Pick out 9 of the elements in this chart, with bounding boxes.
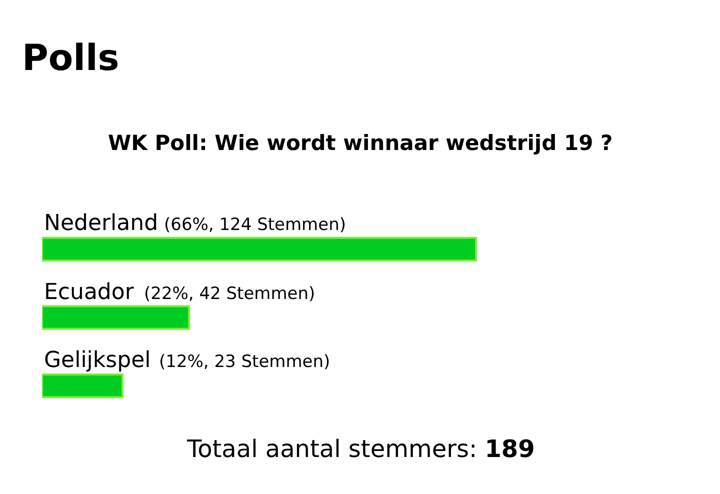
data-label: (12%, 23 Stemmen) [159,352,330,372]
y-tick-label: Nederland [44,211,158,236]
y-tick-label: Ecuador [44,280,135,305]
y-tick-label: Gelijkspel [44,348,151,373]
data-label: (66%, 124 Stemmen) [164,215,346,235]
text: Totaal aantal stemmers: 189 [186,435,535,463]
chart-subtitle: WK Poll: Wie wordt winnaar wedstrijd 19 ? [108,131,613,155]
chart-title: Polls [22,38,120,79]
data-label: (22%, 42 Stemmen) [144,284,316,304]
